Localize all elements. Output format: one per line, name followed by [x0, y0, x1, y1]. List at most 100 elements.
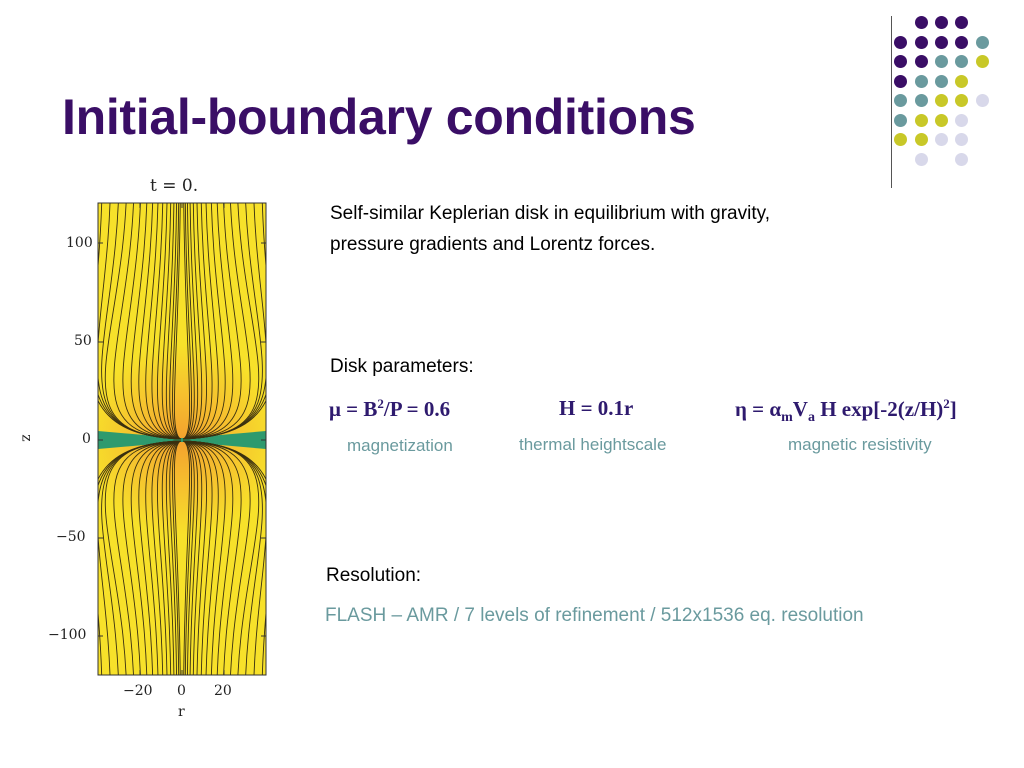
- field-line: [183, 440, 226, 675]
- decorative-dot: [955, 16, 969, 29]
- field-line: [183, 440, 266, 481]
- decorative-dot: [955, 74, 969, 88]
- decorative-dot: [955, 35, 969, 49]
- description-text: Self-similar Keplerian disk in equilibri…: [330, 198, 770, 260]
- field-line: [151, 440, 181, 675]
- decorative-dot: [955, 133, 969, 146]
- field-line: [171, 440, 181, 675]
- field-line: [183, 440, 195, 675]
- y-tick-label: 100: [66, 235, 93, 251]
- x-axis-label: r: [178, 704, 185, 720]
- disk-parameters-heading: Disk parameters:: [330, 356, 474, 377]
- field-line: [183, 203, 199, 440]
- resolution-heading: Resolution:: [326, 565, 422, 586]
- field-line: [173, 203, 182, 440]
- decorative-dot: [975, 35, 989, 49]
- decorative-dot: [894, 113, 908, 127]
- decorative-dot: [914, 55, 928, 68]
- field-line: [183, 440, 213, 675]
- x-tick-label: −20: [123, 683, 153, 699]
- y-tick-label: −50: [56, 529, 86, 545]
- decorative-dot: [934, 35, 948, 49]
- magnetization-label: magnetization: [347, 436, 453, 455]
- field-line: [183, 203, 203, 440]
- decorative-dot: [894, 94, 908, 107]
- heightscale-formula: H = 0.1r: [559, 396, 634, 420]
- field-line: [183, 203, 213, 440]
- field-line: [151, 203, 181, 440]
- x-tick-label: 20: [214, 683, 232, 699]
- resistivity-formula: η = αmVa H exp[-2(z/H)2]: [735, 396, 957, 425]
- decorative-dot: [955, 55, 969, 68]
- y-tick-label: 0: [82, 431, 91, 447]
- decorative-dot: [934, 94, 948, 107]
- field-line: [183, 203, 226, 440]
- decorative-dot: [934, 113, 948, 127]
- field-line: [130, 440, 181, 675]
- x-tick-label: 0: [177, 683, 186, 699]
- figure-title: t = 0.: [150, 176, 199, 196]
- field-line: [183, 203, 195, 440]
- decorative-dot: [894, 133, 908, 146]
- decorative-dot: [934, 133, 948, 146]
- field-line: [169, 440, 181, 675]
- y-tick-label: −100: [48, 627, 87, 643]
- field-line: [98, 399, 181, 440]
- decorative-dot: [914, 74, 928, 88]
- field-line: [122, 440, 181, 675]
- decorative-dot: [914, 113, 928, 127]
- description-line: Self-similar Keplerian disk in equilibri…: [330, 203, 770, 224]
- field-line: [182, 203, 191, 440]
- field-line: [145, 203, 181, 440]
- disk-region: [98, 431, 266, 449]
- field-line: [183, 440, 219, 675]
- field-line: [183, 399, 266, 440]
- field-line: [169, 203, 181, 440]
- field-line: [183, 203, 242, 440]
- decorative-dot: [934, 55, 948, 68]
- y-tick-label: 50: [74, 333, 92, 349]
- field-line: [157, 203, 181, 440]
- field-line: [161, 440, 181, 675]
- field-line: [138, 203, 181, 440]
- decorative-dot: [914, 133, 928, 146]
- field-line: [165, 203, 181, 440]
- decorative-dot: [914, 94, 928, 107]
- field-line: [130, 203, 181, 440]
- decorative-dot: [894, 55, 908, 68]
- decorative-dot: [955, 94, 969, 107]
- decorative-dot: [934, 74, 948, 88]
- field-line: [183, 440, 203, 675]
- field-line: [98, 440, 181, 481]
- field-line: [183, 203, 234, 440]
- decorative-dot: [914, 16, 928, 29]
- field-lines: [98, 203, 266, 675]
- title-divider-line: [891, 16, 892, 188]
- decorative-dot: [894, 35, 908, 49]
- field-line: [138, 440, 181, 675]
- field-line: [173, 440, 182, 675]
- description-line: pressure gradients and Lorentz forces.: [330, 234, 656, 255]
- resolution-detail: FLASH – AMR / 7 levels of refinement / 5…: [325, 605, 864, 626]
- field-line: [183, 203, 219, 440]
- field-line: [183, 440, 234, 675]
- field-line: [113, 440, 181, 675]
- decorative-dot: [955, 152, 969, 166]
- field-line: [171, 203, 181, 440]
- decorative-dot: [914, 152, 928, 166]
- field-line: [122, 203, 181, 440]
- field-line: [161, 203, 181, 440]
- field-line: [183, 203, 251, 440]
- field-line: [183, 440, 193, 675]
- field-line: [183, 203, 193, 440]
- slide-title: Initial-boundary conditions: [62, 89, 696, 145]
- heightscale-label: thermal heightscale: [519, 435, 667, 454]
- decorative-dot: [975, 94, 989, 107]
- field-line: [183, 440, 251, 675]
- field-line: [157, 440, 181, 675]
- resistivity-label: magnetic resistivity: [788, 435, 932, 454]
- y-axis-label: z: [18, 434, 35, 442]
- decorative-dot: [914, 35, 928, 49]
- decorative-dot: [934, 16, 948, 29]
- field-line: [183, 440, 207, 675]
